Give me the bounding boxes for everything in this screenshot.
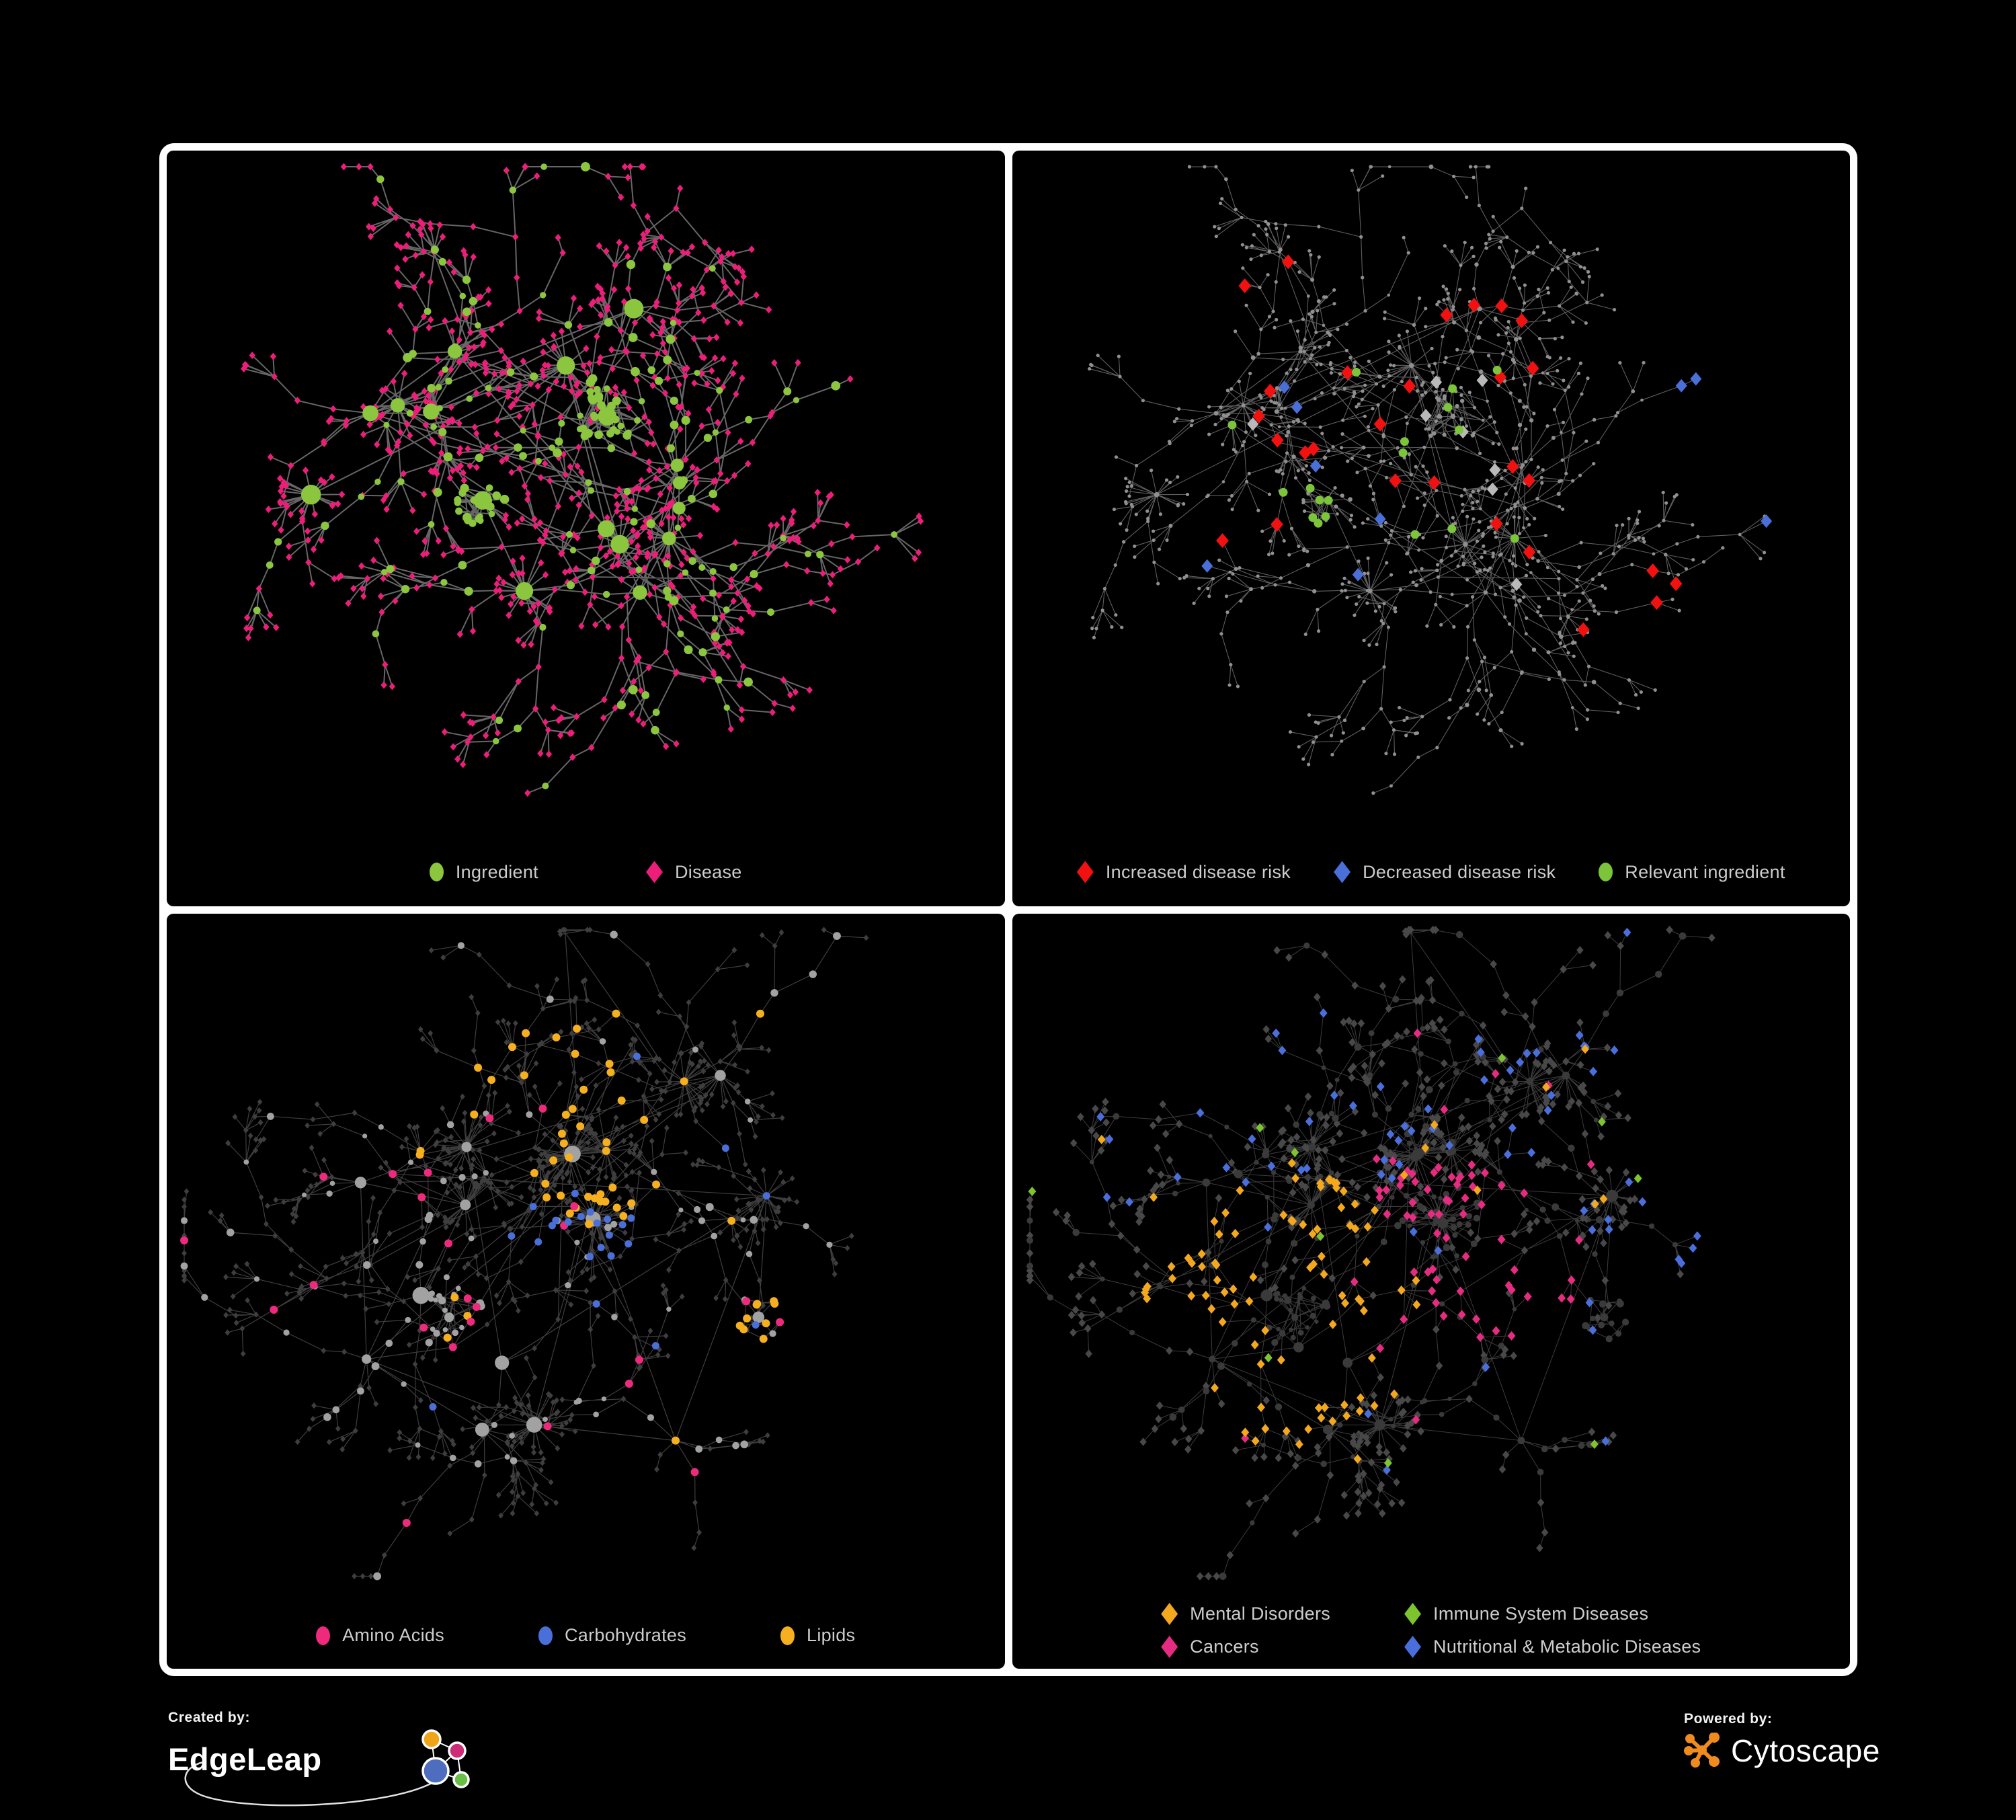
legend-item-decreased-disease-risk: Decreased disease risk (1334, 861, 1556, 883)
circle-marker (1599, 863, 1613, 881)
cytoscape-logo (1684, 1733, 1720, 1768)
legend-item-amino-acids: Amino Acids (316, 1625, 444, 1646)
legend-label: Relevant ingredient (1625, 861, 1785, 882)
legend-item-increased-disease-risk: Increased disease risk (1076, 861, 1291, 883)
edgeleap-node-orange (421, 1729, 442, 1749)
legend-item-relevant-ingredient: Relevant ingredient (1599, 862, 1785, 883)
nutrient-class-network (180, 926, 869, 1580)
network-edges (1029, 929, 1711, 1577)
highlight-circle-nodes (180, 1104, 784, 1527)
diamond-marker (1404, 1636, 1422, 1658)
cytoscape-name: Cytoscape (1731, 1733, 1880, 1768)
highlight-circle-nodes (429, 1052, 770, 1411)
legend-ingredient-disease: Ingredient Disease (167, 861, 1005, 883)
highlight-diamond-nodes (1240, 1028, 1595, 1443)
legend-item-mental-disorders: Mental Disorders (1161, 1603, 1330, 1625)
edgeleap-node-green (452, 1771, 470, 1788)
circle-marker (429, 863, 444, 881)
legend-label: Amino Acids (342, 1625, 444, 1645)
cytoscape-logo-row: Cytoscape (1684, 1733, 1880, 1769)
circle-marker (316, 1626, 331, 1645)
legend-label: Decreased disease risk (1363, 861, 1556, 882)
legend-disease-risk: Increased disease risk Decreased disease … (1012, 861, 1851, 883)
legend-label: Cancers (1190, 1636, 1259, 1657)
highlight-diamond-nodes (1097, 1043, 1607, 1464)
base-circle-nodes (253, 162, 898, 790)
highlight-circle-nodes (1227, 365, 1519, 543)
circle-marker (538, 1626, 553, 1645)
base-diamond-nodes (182, 926, 869, 1579)
diamond-marker (1404, 1603, 1422, 1625)
diamond-marker (1076, 861, 1094, 883)
legend-label: Increased disease risk (1105, 861, 1291, 882)
legend-label: Nutritional & Metabolic Diseases (1433, 1636, 1701, 1657)
panel-ingredient-disease: Ingredient Disease (167, 151, 1005, 906)
edgeleap-logo-row: EdgeLeap (168, 1729, 491, 1809)
legend-item-carbohydrates: Carbohydrates (538, 1625, 686, 1646)
ingredient-disease-network (240, 162, 924, 797)
edgeleap-credit: Created by: EdgeLeap (168, 1710, 491, 1809)
diamond-marker (1334, 861, 1351, 883)
legend-label: Mental Disorders (1190, 1604, 1331, 1624)
diamond-marker (645, 861, 663, 883)
edgeleap-nodes (421, 1729, 470, 1788)
panel-nutrient-classes: Amino Acids Carbohydrates Lipids (167, 913, 1005, 1669)
panel-disease-classes: Mental Disorders Immune System Diseases Ca… (1012, 913, 1851, 1669)
legend-item-disease: Disease (645, 861, 742, 883)
legend-label: Disease (674, 861, 742, 882)
legend-label: Ingredient (455, 861, 538, 882)
legend-item-ingredient: Ingredient (429, 861, 538, 883)
network-edges (184, 928, 866, 1577)
edgeleap-logo (184, 1729, 470, 1807)
edgeleap-node-blue (421, 1757, 450, 1785)
disease-class-network (1026, 925, 1716, 1581)
base-circle-nodes (1087, 164, 1767, 795)
legend-label: Immune System Diseases (1433, 1604, 1649, 1624)
diamond-marker (1161, 1603, 1178, 1625)
created-by-label: Created by: (168, 1710, 251, 1725)
figure-grid: Ingredient Disease Increased disease risk… (159, 143, 1857, 1676)
highlight-diamond-nodes (1201, 372, 1772, 582)
edgeleap-name: EdgeLeap (168, 1741, 322, 1777)
network-edges (1089, 166, 1767, 794)
diamond-marker (1161, 1636, 1178, 1658)
network-edges (243, 166, 922, 794)
cytoscape-credit: Powered by: Cytoscape (1684, 1711, 1880, 1769)
cytoscape-logo-nodes (1684, 1733, 1720, 1768)
highlight-diamond-nodes (1215, 254, 1682, 637)
legend-item-immune-system-diseases: Immune System Diseases (1404, 1603, 1701, 1625)
highlight-circle-nodes (415, 1009, 779, 1445)
legend-label: Carbohydrates (565, 1625, 686, 1645)
legend-label: Lipids (807, 1625, 856, 1645)
legend-item-nutritional-metabolic-diseases: Nutritional & Metabolic Diseases (1404, 1636, 1701, 1658)
base-circle-nodes (1026, 931, 1686, 1580)
base-circle-nodes (180, 930, 841, 1580)
panel-disease-risk: Increased disease risk Decreased disease … (1012, 151, 1851, 906)
legend-disease-classes: Mental Disorders Immune System Diseases Ca… (1012, 1603, 1851, 1658)
powered-by-label: Powered by: (1684, 1711, 1773, 1727)
edgeleap-node-magenta (448, 1741, 467, 1760)
legend-item-cancers: Cancers (1161, 1636, 1330, 1658)
legend-item-lipids: Lipids (780, 1625, 855, 1646)
base-diamond-nodes (1026, 925, 1716, 1581)
legend-nutrient-classes: Amino Acids Carbohydrates Lipids (167, 1625, 1005, 1646)
circle-marker (780, 1626, 795, 1645)
edgeleap-swoosh (184, 1761, 436, 1807)
disease-risk-network (1087, 164, 1772, 795)
